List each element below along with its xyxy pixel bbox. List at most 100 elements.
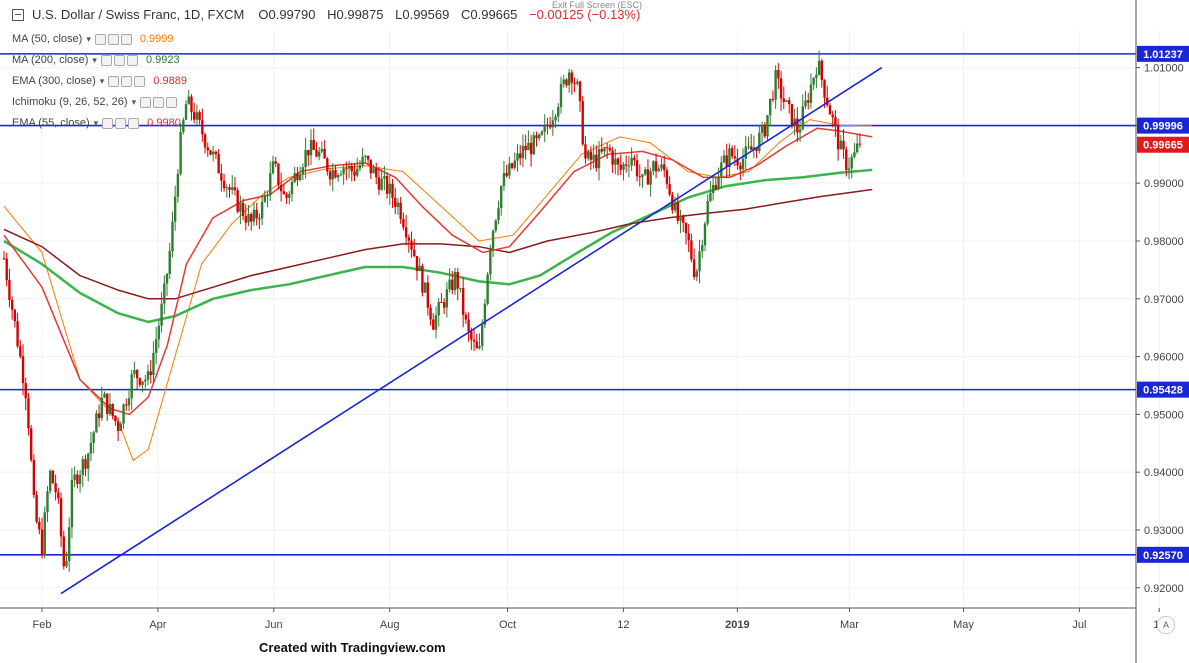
candle-body <box>176 173 180 197</box>
indicator-controls[interactable] <box>140 96 178 108</box>
candle-body <box>402 219 405 228</box>
candle-body <box>595 154 598 169</box>
candle-body <box>328 171 332 180</box>
chevron-down-icon[interactable]: ▾ <box>86 33 91 44</box>
candle-body <box>461 288 465 315</box>
candle-body <box>804 100 807 107</box>
indicator-controls[interactable] <box>102 117 140 129</box>
candle-body <box>201 119 204 135</box>
candle-body <box>505 173 508 176</box>
chevron-down-icon[interactable]: ▾ <box>131 96 137 107</box>
candle-body <box>271 161 275 174</box>
indicator-name: EMA (300, close) <box>12 75 96 87</box>
candle-body <box>546 124 549 126</box>
indicator-controls[interactable] <box>94 33 132 45</box>
gear-icon[interactable] <box>107 33 119 45</box>
candle-body <box>627 165 631 167</box>
low-value: L0.99569 <box>395 7 450 22</box>
candle-body <box>312 140 315 150</box>
eye-icon[interactable] <box>100 54 112 66</box>
eye-icon[interactable] <box>102 117 114 129</box>
indicator-legend-row[interactable]: EMA (300, close) ▾ 0.9889 <box>12 75 187 87</box>
candle-body <box>277 163 280 186</box>
gear-icon[interactable] <box>115 117 127 129</box>
candle-body <box>749 146 753 150</box>
level-tag <box>1137 117 1189 134</box>
chevron-down-icon[interactable]: ▾ <box>99 75 105 86</box>
eye-icon[interactable] <box>108 75 120 87</box>
close-icon[interactable] <box>134 75 146 87</box>
candle-body <box>472 339 476 342</box>
candle-body <box>266 195 269 197</box>
exit-fullscreen-hint[interactable]: Exit Full Screen (ESC) <box>552 0 643 10</box>
chevron-down-icon[interactable]: ▾ <box>93 117 99 128</box>
chevron-down-icon[interactable]: ▾ <box>92 54 97 65</box>
candle-body <box>611 150 614 165</box>
candle-body <box>847 168 851 171</box>
candle-body <box>777 70 780 79</box>
candle-body <box>559 83 563 108</box>
indicator-legend-row[interactable]: MA (50, close) ▾ 0.9999 <box>12 33 174 45</box>
candle-body <box>241 202 245 217</box>
close-icon[interactable] <box>166 96 178 108</box>
time-tick-label: 12 <box>617 619 629 631</box>
auto-scale-button[interactable]: A <box>1157 616 1175 634</box>
candle-body <box>793 118 796 127</box>
indicator-legend-row[interactable]: EMA (55, close) ▾ 0.9980 <box>12 117 181 129</box>
indicator-legend-row[interactable]: Ichimoku (9, 26, 52, 26) ▾ <box>12 96 185 108</box>
candle-body <box>701 245 704 252</box>
candle-body <box>345 168 348 170</box>
candle-body <box>527 142 530 151</box>
candle-body <box>706 200 709 224</box>
candle-body <box>108 403 112 414</box>
candle-body <box>489 248 492 275</box>
indicator-controls[interactable] <box>100 54 138 66</box>
collapse-icon[interactable] <box>12 8 24 21</box>
candle-body <box>586 151 590 159</box>
indicator-legend-row[interactable]: MA (200, close) ▾ 0.9923 <box>12 54 180 66</box>
candle-body <box>739 165 742 170</box>
gear-icon[interactable] <box>153 96 165 108</box>
candle-body <box>538 134 541 139</box>
candle-body <box>551 120 555 128</box>
gear-icon[interactable] <box>121 75 133 87</box>
candle-body <box>540 131 544 135</box>
candle-body <box>494 220 497 231</box>
candle-body <box>263 195 267 202</box>
candle-body <box>714 185 718 189</box>
candle-body <box>347 165 351 169</box>
indicator-controls[interactable] <box>108 75 146 87</box>
close-icon[interactable] <box>128 117 140 129</box>
candle-body <box>418 265 421 272</box>
close-icon[interactable] <box>120 33 132 45</box>
candle-body <box>138 378 142 385</box>
candle-body <box>255 209 258 219</box>
candle-body <box>682 215 685 223</box>
candle-body <box>684 222 688 234</box>
candle-body <box>54 483 57 493</box>
candle-body <box>657 168 660 172</box>
candle-body <box>842 140 845 150</box>
candle-body <box>73 474 76 481</box>
close-icon[interactable] <box>126 54 138 66</box>
candle-body <box>353 171 356 176</box>
eye-icon[interactable] <box>94 33 106 45</box>
symbol-title[interactable]: U.S. Dollar / Swiss Franc, 1D, FXCM <box>32 7 245 22</box>
time-tick-label: Oct <box>499 619 516 631</box>
candle-body <box>709 192 712 201</box>
candle-body <box>663 164 666 171</box>
time-tick-label: May <box>953 619 974 631</box>
candle-body <box>377 177 381 190</box>
gear-icon[interactable] <box>113 54 125 66</box>
close-value: C0.99665 <box>460 7 518 22</box>
candle-body <box>554 116 557 121</box>
candle-body <box>695 271 699 277</box>
eye-icon[interactable] <box>140 96 152 108</box>
candle-body <box>269 173 272 196</box>
candle-body <box>5 258 8 281</box>
candle-body <box>826 97 829 106</box>
candle-body <box>206 147 209 151</box>
candle-body <box>342 168 345 175</box>
candle-body <box>296 173 299 181</box>
